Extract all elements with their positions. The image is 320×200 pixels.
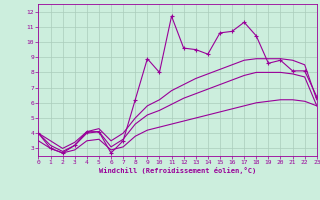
X-axis label: Windchill (Refroidissement éolien,°C): Windchill (Refroidissement éolien,°C) — [99, 167, 256, 174]
